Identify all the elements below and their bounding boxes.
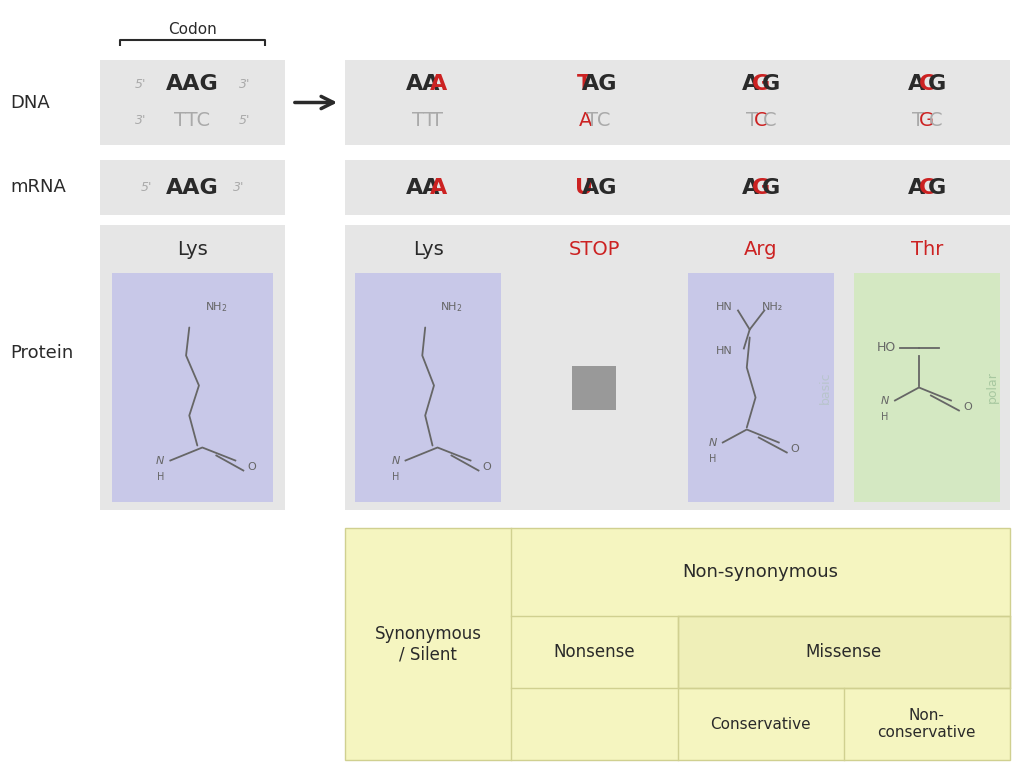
Text: Protein: Protein (10, 344, 74, 361)
Text: NH$_2$: NH$_2$ (440, 300, 463, 314)
Text: N: N (391, 455, 399, 466)
Text: A: A (579, 111, 592, 130)
Text: O: O (248, 462, 256, 472)
Text: H: H (392, 472, 399, 482)
Bar (100, 160, 285, 215)
Text: N: N (881, 395, 889, 405)
Bar (345, 60, 1010, 145)
Text: N: N (709, 438, 717, 448)
Text: C: C (919, 75, 935, 94)
Text: DNA: DNA (10, 93, 50, 111)
Text: polar: polar (985, 371, 998, 404)
Text: basic: basic (819, 371, 833, 404)
Text: C: C (754, 111, 767, 130)
Bar (687, 273, 834, 502)
Text: 5': 5' (240, 114, 251, 127)
Text: STOP: STOP (568, 240, 621, 259)
Text: Arg: Arg (743, 240, 777, 259)
Text: 3': 3' (240, 78, 251, 91)
Text: A: A (429, 178, 446, 198)
Text: HO: HO (877, 341, 896, 354)
Text: A: A (429, 75, 446, 94)
Text: Non-synonymous: Non-synonymous (683, 563, 839, 581)
Text: H: H (157, 472, 164, 482)
Text: AG: AG (582, 178, 617, 198)
Text: AG: AG (582, 75, 617, 94)
Bar (345, 528, 1010, 760)
Text: H: H (882, 412, 889, 422)
Text: Nonsense: Nonsense (554, 643, 635, 661)
Text: Lys: Lys (177, 240, 208, 259)
Text: G: G (928, 178, 946, 198)
Text: T: T (431, 111, 442, 130)
Text: Thr: Thr (910, 240, 943, 259)
Text: Missense: Missense (806, 643, 882, 661)
Text: O: O (963, 402, 972, 412)
Bar (345, 160, 1010, 215)
Text: A: A (742, 75, 760, 94)
Bar (345, 225, 1010, 510)
Text: AAG: AAG (166, 178, 219, 198)
Bar (678, 616, 1010, 688)
Bar (572, 365, 616, 409)
Text: C: C (919, 178, 935, 198)
Text: A: A (908, 178, 926, 198)
Text: Codon: Codon (168, 22, 217, 37)
Text: N: N (156, 455, 165, 466)
Bar (100, 60, 285, 145)
Text: G: G (920, 111, 935, 130)
Text: G: G (762, 178, 779, 198)
Text: TTC: TTC (174, 111, 211, 130)
Text: TC: TC (587, 111, 611, 130)
Text: A: A (908, 75, 926, 94)
Text: Non-
conservative: Non- conservative (878, 708, 976, 740)
Text: Synonymous
/ Silent: Synonymous / Silent (375, 625, 481, 663)
Text: 3': 3' (233, 181, 245, 194)
Text: T: T (577, 75, 592, 94)
Text: U: U (575, 178, 594, 198)
Text: Conservative: Conservative (711, 716, 811, 732)
Text: Lys: Lys (413, 240, 443, 259)
Bar (100, 225, 285, 510)
Text: AAG: AAG (166, 75, 219, 94)
Bar (345, 528, 1010, 760)
Bar (355, 273, 502, 502)
Bar (678, 616, 1010, 688)
Text: H: H (709, 455, 717, 465)
Bar (112, 273, 273, 502)
Text: TT: TT (412, 111, 435, 130)
Text: O: O (791, 445, 800, 455)
Text: HN: HN (716, 303, 732, 313)
Text: G: G (928, 75, 946, 94)
Text: AA: AA (406, 75, 440, 94)
Text: C: C (929, 111, 942, 130)
Text: A: A (742, 178, 760, 198)
Text: T: T (745, 111, 758, 130)
Text: C: C (763, 111, 776, 130)
Text: 5': 5' (134, 78, 145, 91)
Text: AA: AA (406, 178, 440, 198)
Text: HN: HN (716, 347, 732, 357)
Text: mRNA: mRNA (10, 178, 66, 197)
Text: T: T (912, 111, 925, 130)
Text: 5': 5' (140, 181, 152, 194)
Text: 3': 3' (134, 114, 145, 127)
Text: G: G (762, 75, 779, 94)
Text: NH₂: NH₂ (762, 303, 782, 313)
Text: NH$_2$: NH$_2$ (206, 300, 228, 314)
Bar (854, 273, 1000, 502)
Text: G: G (752, 178, 770, 198)
Text: G: G (752, 75, 770, 94)
Text: O: O (482, 462, 492, 472)
